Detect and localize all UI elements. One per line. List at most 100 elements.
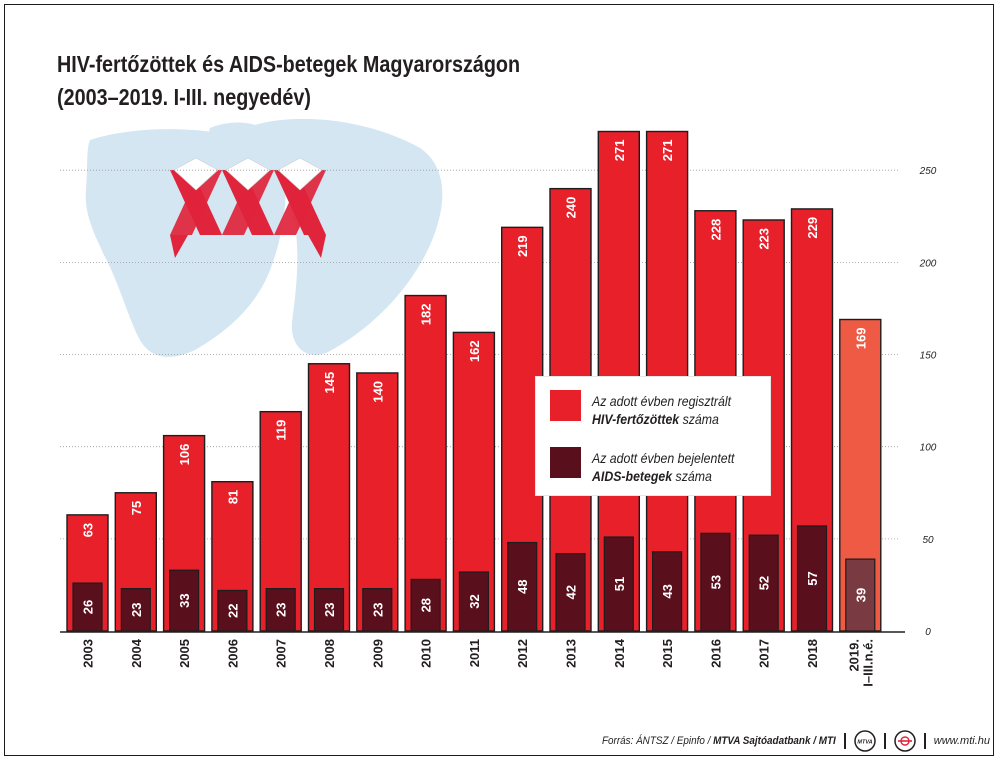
hiv-value-label: 162 (467, 340, 482, 362)
y-tick-label: 100 (920, 443, 937, 454)
x-tick-label: 2010 (419, 639, 434, 668)
hiv-value-label: 182 (419, 304, 434, 326)
aids-value-label: 39 (853, 588, 868, 602)
x-tick-label: 2004 (129, 638, 144, 668)
y-tick-label: 250 (919, 166, 937, 177)
hiv-value-label: 81 (225, 490, 240, 504)
aids-bar (217, 589, 248, 632)
hiv-value-label: 169 (853, 327, 868, 349)
aids-bar (700, 532, 731, 632)
x-axis: 2003 2004 2005 2006 2007 2008 2009 2010 2011 2012… (60, 631, 905, 687)
x-tick-label: 2009 (370, 639, 385, 668)
footer-separator (883, 733, 886, 749)
footer-separator (923, 733, 926, 749)
x-tick-label: 2016 (708, 639, 723, 668)
aids-value-label: 26 (81, 600, 96, 614)
aids-value-label: 43 (660, 584, 675, 598)
hiv-value-label: 140 (370, 381, 385, 403)
aids-value-label: 53 (708, 575, 723, 589)
ribbon-strand (170, 170, 222, 235)
aids-bar (120, 588, 151, 632)
aids-bar (845, 558, 876, 632)
x-tick-label: 2013 (564, 639, 579, 668)
hiv-bar (356, 372, 399, 632)
aids-value-label: 48 (515, 580, 530, 594)
x-tick-label: 2015 (660, 639, 675, 668)
x-tick-label: 2008 (322, 639, 337, 668)
hiv-value-label: 223 (757, 228, 772, 250)
legend-swatch-aids (550, 447, 581, 478)
hiv-value-label: 145 (322, 372, 337, 394)
aids-bar (362, 588, 393, 632)
hiv-value-label: 75 (129, 501, 144, 515)
ribbon-strand (274, 170, 326, 235)
source-bold: MTVA Sajtóadatbank / MTI (713, 735, 836, 747)
hiv-bar (404, 294, 447, 632)
aids-value-label: 28 (419, 598, 434, 612)
page-title: HIV-fertőzöttek és AIDS-betegek Magyaror… (57, 48, 520, 114)
legend-swatch-hiv (550, 390, 581, 421)
legend-aids-line1: Az adott évben bejelentett (592, 450, 735, 466)
aids-value-label: 23 (274, 603, 289, 617)
aids-value-label: 33 (177, 593, 192, 607)
x-tick-label: 2017 (757, 639, 772, 668)
hiv-value-label: 119 (274, 420, 289, 441)
aids-bar (507, 541, 538, 632)
hiv-value-label: 271 (612, 139, 627, 161)
x-tick-label: 2018 (805, 639, 820, 668)
x-tick-label: 2011 (467, 639, 482, 667)
y-tick-label: 200 (919, 258, 937, 269)
aids-value-label: 51 (612, 577, 627, 591)
x-tick-label: 2007 (274, 639, 289, 668)
legend-hiv-bold: HIV-fertőzöttek (592, 411, 680, 427)
hiv-value-label: 240 (564, 197, 579, 219)
aids-value-label: 32 (467, 594, 482, 608)
y-tick-label: 50 (922, 535, 934, 546)
ribbon-loop (173, 157, 219, 191)
aids-bar (603, 536, 634, 632)
hiv-value-label: 106 (177, 444, 192, 466)
aids-value-label: 23 (322, 603, 337, 617)
site-url: www.mti.hu (933, 735, 990, 747)
x-tick-label: 2005 (177, 639, 192, 668)
footer: Forrás: ÁNTSZ / Epinfo / MTVA Sajtóadatb… (576, 730, 990, 752)
aids-value-label: 57 (805, 571, 820, 585)
x-tick-label: 2006 (225, 639, 240, 668)
mti-logo-icon (894, 730, 916, 752)
source-text: Forrás: ÁNTSZ / Epinfo / MTVA Sajtóadatb… (602, 735, 836, 747)
aids-bar (748, 534, 779, 632)
aids-bar (410, 578, 441, 632)
hiv-bar (307, 363, 351, 632)
hiv-value-label: 271 (660, 139, 675, 161)
aids-value-label: 22 (225, 603, 240, 617)
aids-value-label: 23 (370, 603, 385, 617)
hiv-value-label: 228 (708, 219, 723, 241)
aids-value-label: 23 (129, 603, 144, 617)
aids-bar (72, 582, 103, 632)
aids-bar (458, 571, 489, 632)
hiv-value-label: 229 (805, 217, 820, 239)
x-tick-label: 2012 (515, 639, 530, 668)
title-line-2: (2003–2019. I-III. negyedév) (57, 84, 311, 110)
logo1-text: MTVA (857, 740, 872, 746)
hiv-value-label: 63 (81, 523, 96, 537)
legend-aids-bold: AIDS-betegek (592, 468, 673, 484)
hiv-value-label: 219 (515, 235, 530, 257)
hands-illustration (85, 118, 443, 357)
aids-value-label: 52 (757, 576, 772, 590)
legend-aids-rest: száma (675, 468, 712, 484)
ribbon-tail (308, 235, 326, 258)
ribbon-tail (170, 235, 188, 258)
aids-bar (796, 525, 828, 632)
legend-hiv-rest: száma (682, 411, 719, 427)
aids-bar (651, 551, 683, 632)
x-tick-label: 2019.I–III.n.é. (846, 639, 875, 687)
aids-ribbon-logo (170, 157, 326, 258)
legend-hiv-line1: Az adott évben regisztrált (592, 393, 732, 409)
legend: Az adott évben regisztrált HIV-fertőzött… (536, 377, 770, 495)
mtva-logo-icon: MTVA (854, 730, 876, 752)
aids-bar (555, 552, 586, 632)
y-axis: 0 50 100 150 200 250 (919, 166, 937, 638)
aids-value-label: 42 (564, 585, 579, 599)
